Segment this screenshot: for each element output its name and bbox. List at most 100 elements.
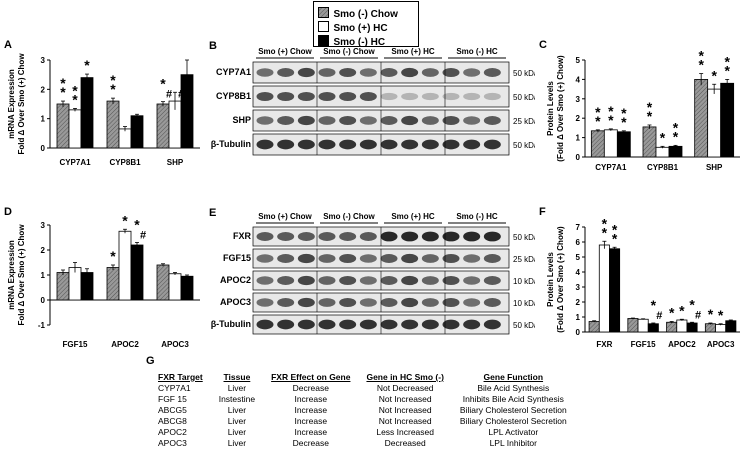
blot-band <box>421 92 439 101</box>
table-cell: ABCG8 <box>158 416 187 426</box>
table-cell: LPL Activator <box>488 427 539 437</box>
blot-group-label: Smo (-) Chow <box>323 47 375 56</box>
bar <box>637 318 649 333</box>
significance-mark: * <box>612 230 618 246</box>
blot-band <box>277 319 295 330</box>
category-label: CYP7A1 <box>59 158 91 167</box>
blot-band <box>297 67 315 78</box>
blot-group-label: Smo (+) HC <box>391 47 435 56</box>
bar <box>56 272 70 301</box>
significance-mark: * <box>669 305 675 321</box>
bar <box>603 129 618 158</box>
blot-band <box>256 232 274 241</box>
blot-band <box>380 139 398 150</box>
blot-band <box>401 275 419 286</box>
blot-band <box>277 254 295 263</box>
panel-label: A <box>4 39 12 51</box>
blot-kda-label: 50 kDa <box>513 321 535 330</box>
blot-band <box>380 319 398 330</box>
blot-band <box>339 232 357 241</box>
col-header: Gene Function <box>483 372 544 382</box>
blot-band <box>359 232 377 241</box>
blot-band <box>442 231 460 242</box>
blot-band <box>421 139 439 150</box>
y-tick-label: 0 <box>576 328 581 337</box>
blot-row-label: β-Tubulin <box>211 319 251 329</box>
category-label: APOC2 <box>668 340 696 349</box>
blot-band <box>442 67 460 78</box>
bar <box>676 319 688 333</box>
bar <box>668 145 683 158</box>
y-tick-label: 4 <box>576 75 581 84</box>
blot-band <box>256 298 274 307</box>
y-tick-label: 6 <box>576 238 581 247</box>
blot-band <box>277 68 295 77</box>
table-cell: Decrease <box>292 438 329 448</box>
blot-kda-label: 50 kDa <box>513 93 535 102</box>
blot-band <box>359 298 377 307</box>
significance-mark: * <box>724 53 730 69</box>
y-axis-label: mRNA Expression <box>7 240 16 310</box>
bar <box>130 244 144 301</box>
y-tick-label: 3 <box>41 56 46 65</box>
blot-group-label: Smo (-) HC <box>456 212 498 221</box>
blot-band <box>380 92 398 101</box>
significance-mark: * <box>673 128 679 144</box>
blot-band <box>421 298 439 307</box>
blot-band <box>463 68 481 77</box>
y-axis-label: Fold Δ Over Smo (+) Chow <box>17 53 26 155</box>
table-cell: FGF 15 <box>158 394 187 404</box>
blot-group-label: Smo (-) HC <box>456 47 498 56</box>
blot-row-label: FXR <box>233 231 252 241</box>
blot-band <box>297 139 315 150</box>
blot-band <box>318 68 336 77</box>
blot-kda-label: 25 kDa <box>513 117 535 126</box>
bar <box>590 130 605 158</box>
blot-band <box>401 231 419 242</box>
chart-c: C Protein Levels (Fold Δ Over Smo (+) Chow… <box>539 39 740 172</box>
y-tick-label: 1 <box>41 115 46 124</box>
blot-band <box>297 253 315 264</box>
blot-band <box>380 68 398 77</box>
significance-mark: * <box>724 62 730 78</box>
blot-kda-label: 25 kDa <box>513 255 535 264</box>
significance-mark: * <box>110 248 116 264</box>
blot-band <box>483 254 501 263</box>
panel-label: C <box>539 39 547 51</box>
bar <box>655 146 670 158</box>
blot-band <box>339 91 357 102</box>
y-tick-label: 4 <box>576 268 581 277</box>
significance-mark: * <box>72 91 78 107</box>
significance-mark: * <box>679 302 685 318</box>
bar <box>56 103 70 149</box>
table-row: CYP7A1 Liver Decrease Not Decreased Bile Aci… <box>150 383 575 394</box>
category-label: SHP <box>167 158 184 167</box>
blot-band <box>401 92 419 101</box>
category-label: CYP7A1 <box>595 163 627 172</box>
significance-mark: * <box>160 76 166 92</box>
y-axis-label: (Fold Δ Over Smo (+) Chow) <box>556 55 565 162</box>
y-axis-label: Fold Δ Over Smo (+) Chow <box>17 224 26 326</box>
blot-band <box>359 116 377 125</box>
blot-band <box>380 298 398 307</box>
table-cell: Not Increased <box>378 405 432 415</box>
blot-band <box>256 68 274 77</box>
table-cell: ABCG5 <box>158 405 187 415</box>
blot-band <box>277 91 295 102</box>
blot-band <box>463 276 481 285</box>
table-cell: Biliary Cholesterol Secretion <box>459 405 567 415</box>
bar <box>168 273 182 301</box>
legend-item-smo-pos-hc: Smo (+) HC <box>318 18 388 36</box>
category-label: APOC3 <box>161 340 189 349</box>
y-axis-label: (Fold Δ Over Smo (+) Chow) <box>556 226 565 333</box>
y-tick-label: -1 <box>38 321 46 330</box>
table-cell: Increase <box>294 405 328 415</box>
blot-band <box>339 275 357 286</box>
category-label: APOC3 <box>707 340 735 349</box>
significance-mark: * <box>698 57 704 73</box>
bar <box>666 321 678 333</box>
legend-label: Smo (-) HC <box>333 37 386 48</box>
table-cell: Liver <box>227 383 247 393</box>
y-tick-label: 2 <box>576 114 581 123</box>
